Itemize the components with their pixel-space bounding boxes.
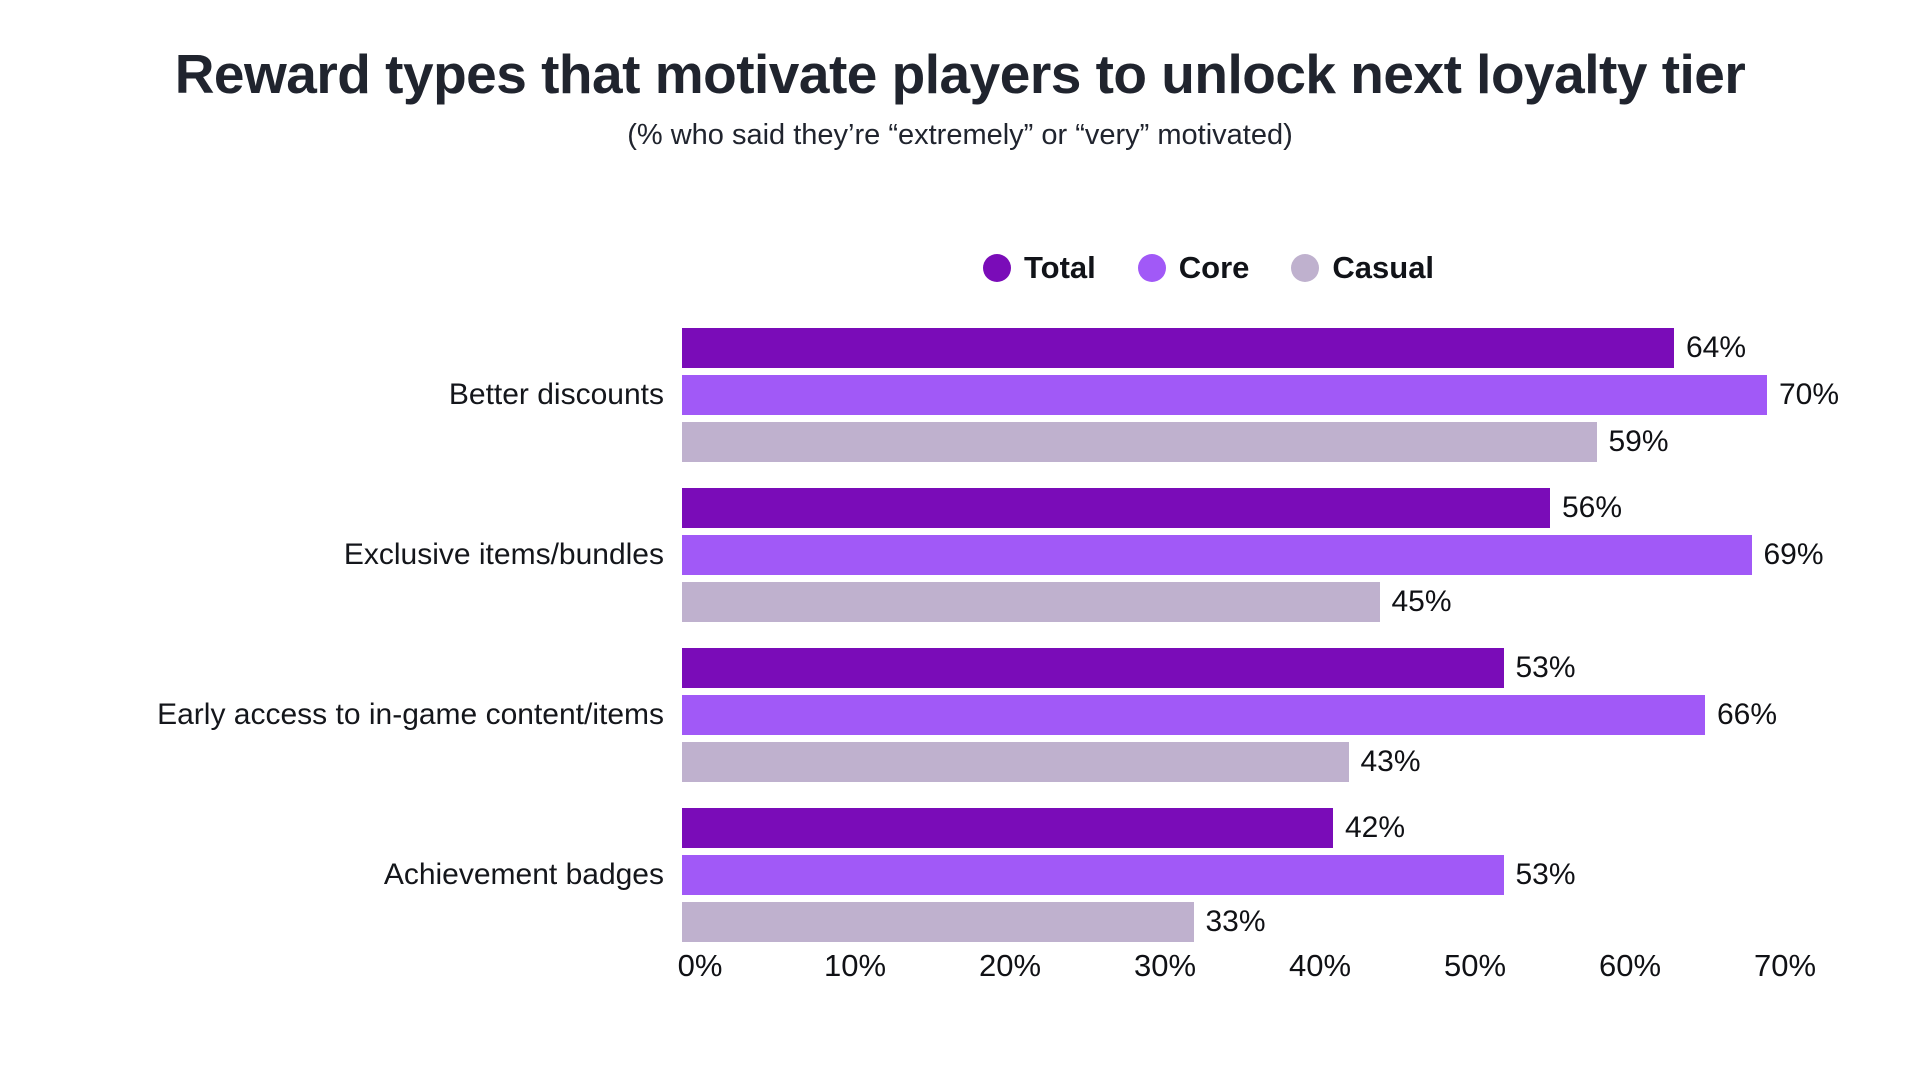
legend-dot-icon xyxy=(1137,254,1166,282)
bar-core xyxy=(682,535,1752,575)
bar-group: Exclusive items/bundles 56% 69% 45% xyxy=(0,488,1920,622)
bar-line: 66% xyxy=(682,695,1777,735)
bar-casual xyxy=(682,422,1597,462)
bar-line: 53% xyxy=(682,648,1767,688)
bar-value-label: 45% xyxy=(1391,585,1452,618)
chart-subtitle: (% who said they’re “extremely” or “very… xyxy=(627,118,1293,151)
bar-value-label: 66% xyxy=(1717,698,1778,731)
category-label: Achievement badges xyxy=(383,858,664,891)
bar-core xyxy=(682,695,1705,735)
bar-line: 33% xyxy=(682,902,1767,942)
bar-casual xyxy=(682,902,1194,942)
legend-item-casual: Casual xyxy=(1291,250,1434,286)
bar-casual xyxy=(682,742,1349,782)
legend-label: Casual xyxy=(1332,250,1435,285)
chart-title: Reward types that motivate players to un… xyxy=(174,43,1746,105)
x-tick-label: 10% xyxy=(823,948,887,983)
x-axis: 0% 10% 20% 30% 40% 50% 60% 70% xyxy=(678,948,1816,994)
legend-label: Core xyxy=(1178,250,1250,285)
bar-line: 45% xyxy=(682,582,1767,622)
legend: Total Core Casual xyxy=(983,250,1434,286)
bar-line: 64% xyxy=(682,328,1767,368)
x-tick-label: 40% xyxy=(1288,948,1352,983)
plot-area: Better discounts 64% 70% 59% Exclusive items… xyxy=(0,328,1920,942)
bar-stack: 42% 53% 33% xyxy=(682,808,1767,942)
bar-line: 53% xyxy=(682,855,1767,895)
bar-total xyxy=(682,648,1504,688)
bar-casual xyxy=(682,582,1380,622)
bar-line: 56% xyxy=(682,488,1767,528)
bar-value-label: 70% xyxy=(1779,378,1840,411)
bar-total xyxy=(682,808,1333,848)
legend-label: Total xyxy=(1024,250,1096,285)
bar-value-label: 42% xyxy=(1345,811,1406,844)
x-tick-label: 0% xyxy=(677,948,723,983)
bar-group: Better discounts 64% 70% 59% xyxy=(0,328,1920,462)
bar-stack: 56% 69% 45% xyxy=(682,488,1824,622)
bar-core xyxy=(682,375,1767,415)
category-label: Exclusive items/bundles xyxy=(343,538,664,571)
x-tick-label: 60% xyxy=(1598,948,1662,983)
bar-value-label: 56% xyxy=(1562,491,1623,524)
legend-item-total: Total xyxy=(983,250,1096,286)
legend-dot-icon xyxy=(983,254,1011,282)
category-label: Better discounts xyxy=(448,378,664,411)
bar-line: 69% xyxy=(682,535,1824,575)
bar-group: Achievement badges 42% 53% 33% xyxy=(0,808,1920,942)
x-tick-label: 70% xyxy=(1753,948,1817,983)
bar-value-label: 53% xyxy=(1515,651,1576,684)
bar-stack: 53% 66% 43% xyxy=(682,648,1777,782)
bar-value-label: 43% xyxy=(1360,745,1421,778)
legend-item-core: Core xyxy=(1137,250,1250,286)
bar-value-label: 53% xyxy=(1515,858,1576,891)
bar-line: 43% xyxy=(682,742,1767,782)
bar-value-label: 33% xyxy=(1205,905,1266,938)
x-tick-label: 20% xyxy=(978,948,1042,983)
bar-value-label: 64% xyxy=(1686,331,1747,364)
bar-total xyxy=(682,328,1674,368)
bar-line: 59% xyxy=(682,422,1767,462)
bar-value-label: 59% xyxy=(1608,425,1669,458)
bar-line: 42% xyxy=(682,808,1767,848)
bar-group: Early access to in-game content/items 53%… xyxy=(0,648,1920,782)
legend-dot-icon xyxy=(1291,254,1320,282)
bar-line: 70% xyxy=(682,375,1839,415)
bar-core xyxy=(682,855,1504,895)
category-label: Early access to in-game content/items xyxy=(157,698,664,731)
bar-value-label: 69% xyxy=(1763,538,1824,571)
bar-stack: 64% 70% 59% xyxy=(682,328,1839,462)
bar-total xyxy=(682,488,1550,528)
x-tick-label: 50% xyxy=(1443,948,1507,983)
x-tick-label: 30% xyxy=(1133,948,1197,983)
